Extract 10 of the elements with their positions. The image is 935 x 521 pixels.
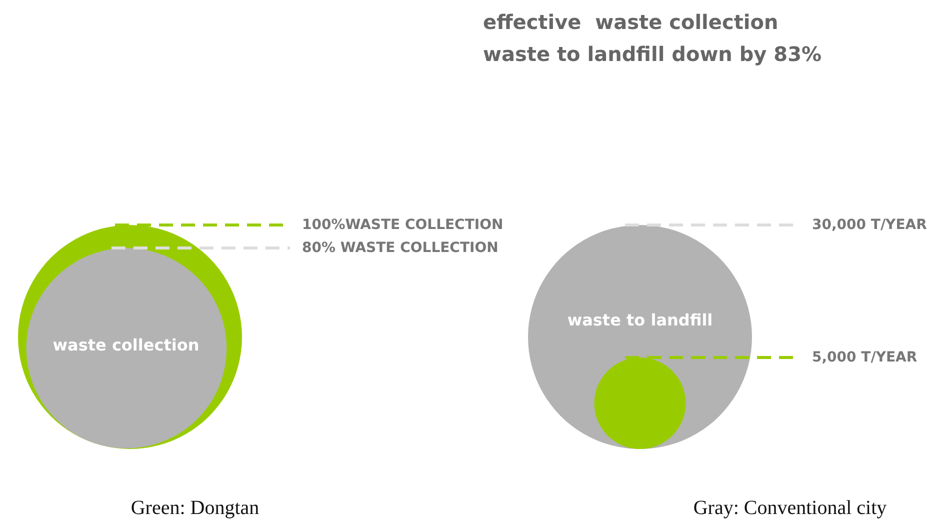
text: waste collection [52, 336, 200, 354]
data-label: 5,000 T/YEAR [812, 350, 918, 366]
text: Gray: Conventional city [693, 497, 887, 519]
data-label: 80% WASTE COLLECTION [302, 240, 498, 256]
text: effective waste collection [483, 9, 780, 36]
text: waste to landfill down by 83% [483, 41, 823, 68]
data-label: 100%WASTE COLLECTION [302, 217, 504, 233]
data-label: 30,000 T/YEAR [812, 217, 928, 233]
text: Green: Dongtan [130, 497, 260, 519]
text: waste to landfill [567, 310, 713, 330]
